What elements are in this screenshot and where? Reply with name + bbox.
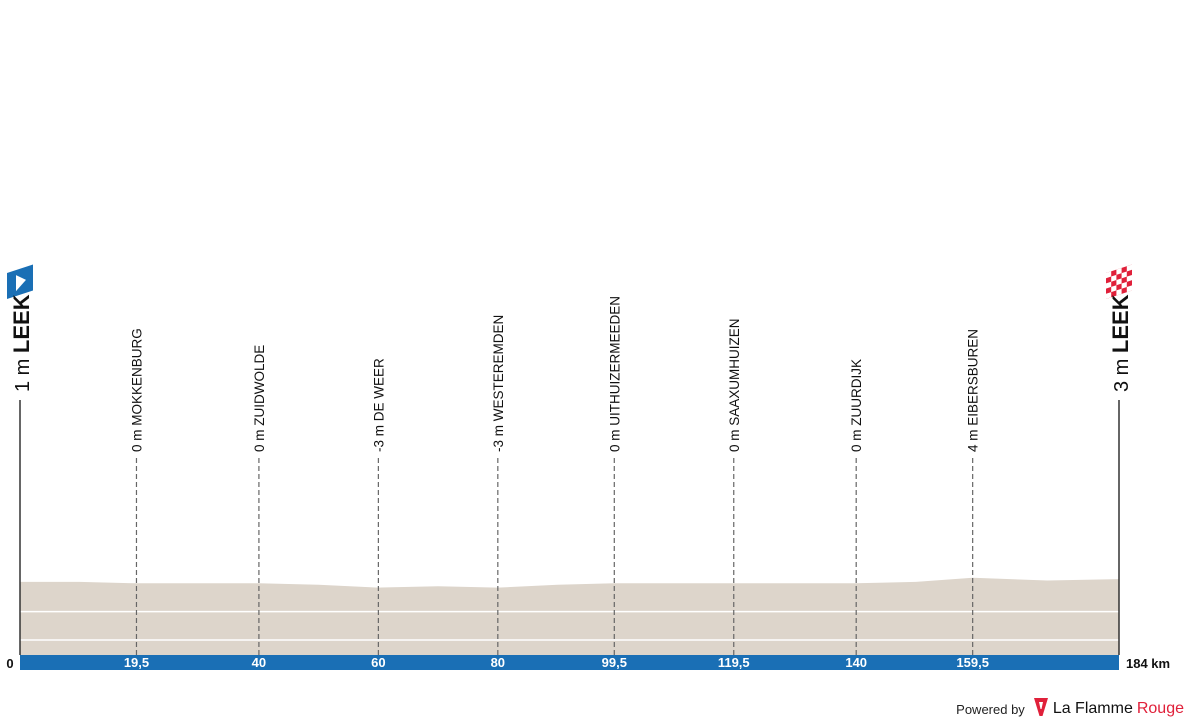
finish-flag-check [1116,267,1122,275]
start-flag-icon [7,264,33,299]
finish-flag-icon [1106,264,1132,299]
finish-flag-check [1106,292,1112,299]
terrain-area [20,577,1119,655]
waypoint-label: -3 m DE WEER [371,358,386,452]
finish-flag-check [1111,274,1117,282]
waypoint-km-label: 40 [252,655,266,670]
waypoint-km-label: 80 [491,655,505,670]
finish-flag-check [1126,264,1132,272]
finish-flag-check [1121,271,1127,279]
finish-flag-check [1106,281,1112,289]
waypoint-label: 0 m ZUURDIJK [849,359,864,452]
brand-name-part1: La Flamme [1052,700,1133,717]
endpoint-name: LEEK [9,294,34,353]
finish-flag-check [1121,281,1127,289]
waypoint-altitude: -3 m [371,421,386,452]
waypoint-km-label: 119,5 [718,655,750,670]
labels: 0 184 km 0 m MOKKENBURG 19,5 0 m ZUIDWOLDE… [6,294,1170,671]
gridlines [20,610,1119,641]
waypoint-name: EIBERSBUREN [966,329,981,426]
powered-by-text: Powered by [956,701,1025,717]
waypoint-name: DE WEER [371,358,386,421]
waypoint-km-label: 140 [845,655,867,670]
waypoint-altitude: 0 m [849,426,864,452]
endpoints [7,264,1132,655]
waypoint-label: 4 m EIBERSBUREN [966,329,981,452]
waypoint-name: SAAXUMHUIZEN [727,318,742,425]
distance-bar-rect [20,655,1119,670]
terrain-layer [20,577,1119,655]
waypoint-altitude: 0 m [129,426,144,452]
waypoint-km-label: 60 [371,655,385,670]
waypoint-label: 0 m ZUIDWOLDE [252,345,267,452]
waypoint-altitude: 0 m [252,426,267,452]
waypoint-name: UITHUIZERMEEDEN [607,296,622,426]
waypoint-label: 0 m MOKKENBURG [129,328,144,452]
waypoint-name: MOKKENBURG [129,328,144,426]
waypoint-km-label: 99,5 [602,655,627,670]
finish-flag-check [1116,288,1122,296]
waypoint-altitude: 0 m [727,426,742,452]
waypoint-label: 0 m UITHUIZERMEEDEN [607,296,622,452]
brand-name-part2: Rouge [1136,700,1184,717]
waypoint-altitude: -3 m [491,421,506,452]
endpoint-altitude: 1 m [12,353,34,392]
endpoint-name: LEEK [1108,294,1133,353]
start-label: 1 m LEEK [9,294,34,392]
waypoint-km-label: 19,5 [124,655,149,670]
waypoint-name: ZUURDIJK [849,359,864,426]
brand-logo[interactable]: La Flamme Rouge [1033,697,1184,722]
distance-bar [20,655,1119,670]
axis-start-label: 0 [6,656,13,671]
waypoint-markers [135,458,974,655]
waypoint-km-label: 159,5 [956,655,989,670]
powered-by: Powered by La Flamme Rouge [956,697,1184,721]
finish-label: 3 m LEEK [1108,294,1133,392]
start-flag-arrow [16,275,26,292]
finish-flag-check [1126,274,1132,282]
waypoint-altitude: 4 m [966,426,981,452]
waypoint-name: WESTEREMDEN [491,315,506,422]
finish-flag-check [1126,285,1132,293]
finish-flag-check [1106,271,1112,279]
waypoint-altitude: 0 m [607,426,622,452]
total-distance-label: 184 km [1126,656,1170,671]
waypoint-label: -3 m WESTEREMDEN [491,315,506,452]
finish-flag-check [1111,285,1117,293]
finish-flag-check [1116,278,1122,286]
waypoint-name: ZUIDWOLDE [252,345,267,426]
flamme-rouge-logo-icon [1033,697,1049,722]
waypoint-label: 0 m SAAXUMHUIZEN [727,318,742,452]
endpoint-altitude: 3 m [1111,353,1133,392]
